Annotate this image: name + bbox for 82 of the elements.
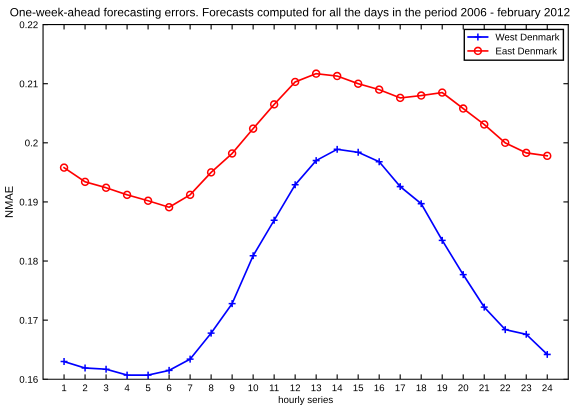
x-tick-label: 1 bbox=[62, 384, 66, 392]
point bbox=[354, 79, 362, 88]
x-tick-label: 24 bbox=[542, 384, 552, 392]
point bbox=[80, 364, 90, 372]
point bbox=[501, 138, 510, 148]
point bbox=[206, 328, 216, 338]
point bbox=[543, 152, 552, 160]
point bbox=[332, 145, 342, 154]
point bbox=[501, 325, 510, 334]
point bbox=[290, 180, 300, 190]
x-tick-label: 5 bbox=[146, 384, 150, 392]
x-tick-label: 11 bbox=[270, 384, 279, 392]
x-tick-label: 6 bbox=[166, 384, 172, 392]
point bbox=[480, 302, 488, 312]
point bbox=[312, 156, 320, 165]
chart-title: One-week-ahead forecasting errors. Forecasts computed for all the days in the period 2006 - february 2012 bbox=[10, 8, 570, 19]
point bbox=[228, 149, 236, 158]
point bbox=[290, 78, 300, 86]
x-tick-label: 4 bbox=[124, 384, 130, 392]
x-axis-title: hourly series bbox=[278, 396, 333, 406]
point bbox=[396, 94, 404, 102]
x-tick-label: 7 bbox=[188, 384, 192, 392]
point bbox=[438, 88, 446, 97]
x-tick-label: 20 bbox=[458, 384, 468, 392]
x-tick-label: 22 bbox=[500, 384, 510, 392]
x-tick-label: 16 bbox=[374, 384, 384, 392]
point bbox=[522, 148, 530, 158]
point bbox=[144, 196, 152, 205]
x-tick-label: 3 bbox=[104, 384, 108, 392]
point bbox=[122, 370, 132, 380]
point bbox=[522, 330, 530, 339]
point bbox=[354, 148, 362, 157]
x-tick-label: 2 bbox=[82, 384, 88, 392]
y-tick-label: 0.2 bbox=[25, 140, 38, 146]
x-tick-label: 19 bbox=[438, 384, 448, 392]
point bbox=[312, 69, 320, 78]
point bbox=[164, 203, 174, 212]
x-tick-label: 13 bbox=[311, 384, 322, 392]
point bbox=[206, 168, 216, 177]
point bbox=[270, 100, 278, 109]
point bbox=[332, 72, 342, 80]
x-tick-label: 15 bbox=[354, 384, 364, 392]
y-tick-label: 0.22 bbox=[20, 21, 38, 28]
point bbox=[186, 354, 194, 364]
point bbox=[122, 190, 132, 200]
point bbox=[438, 236, 446, 245]
point bbox=[374, 85, 384, 94]
point bbox=[102, 364, 110, 374]
y-tick-label: 0.19 bbox=[20, 198, 38, 206]
x-tick-label: 17 bbox=[396, 384, 406, 392]
x-tick-label: 23 bbox=[521, 384, 532, 392]
point bbox=[102, 184, 110, 192]
x-tick-label: 9 bbox=[230, 384, 234, 392]
legend-label: West Denmark bbox=[495, 33, 560, 40]
x-tick-label: 18 bbox=[416, 384, 426, 392]
point bbox=[248, 251, 258, 260]
y-tick-label: 0.16 bbox=[20, 376, 38, 383]
point bbox=[458, 104, 468, 113]
y-axis-title: NMAE bbox=[5, 186, 13, 218]
point bbox=[248, 124, 258, 133]
x-tick-label: 10 bbox=[248, 384, 258, 392]
x-tick-label: 8 bbox=[208, 384, 214, 392]
y-tick-label: 0.17 bbox=[20, 316, 38, 324]
x-tick-label: 14 bbox=[332, 384, 342, 392]
x-tick-label: 12 bbox=[290, 384, 300, 392]
point bbox=[374, 157, 384, 166]
point bbox=[186, 190, 194, 200]
point bbox=[164, 366, 174, 375]
point bbox=[270, 216, 278, 224]
point bbox=[228, 299, 236, 308]
y-tick-label: 0.18 bbox=[20, 258, 38, 265]
point bbox=[416, 91, 426, 100]
point bbox=[80, 178, 90, 186]
point bbox=[416, 199, 426, 208]
point bbox=[144, 370, 152, 380]
point bbox=[60, 163, 68, 172]
y-tick-label: 0.21 bbox=[20, 80, 38, 88]
legend-label: East Denmark bbox=[496, 47, 558, 54]
point bbox=[396, 182, 404, 191]
point bbox=[480, 120, 488, 129]
x-tick-label: 21 bbox=[479, 384, 490, 392]
point bbox=[458, 270, 468, 279]
